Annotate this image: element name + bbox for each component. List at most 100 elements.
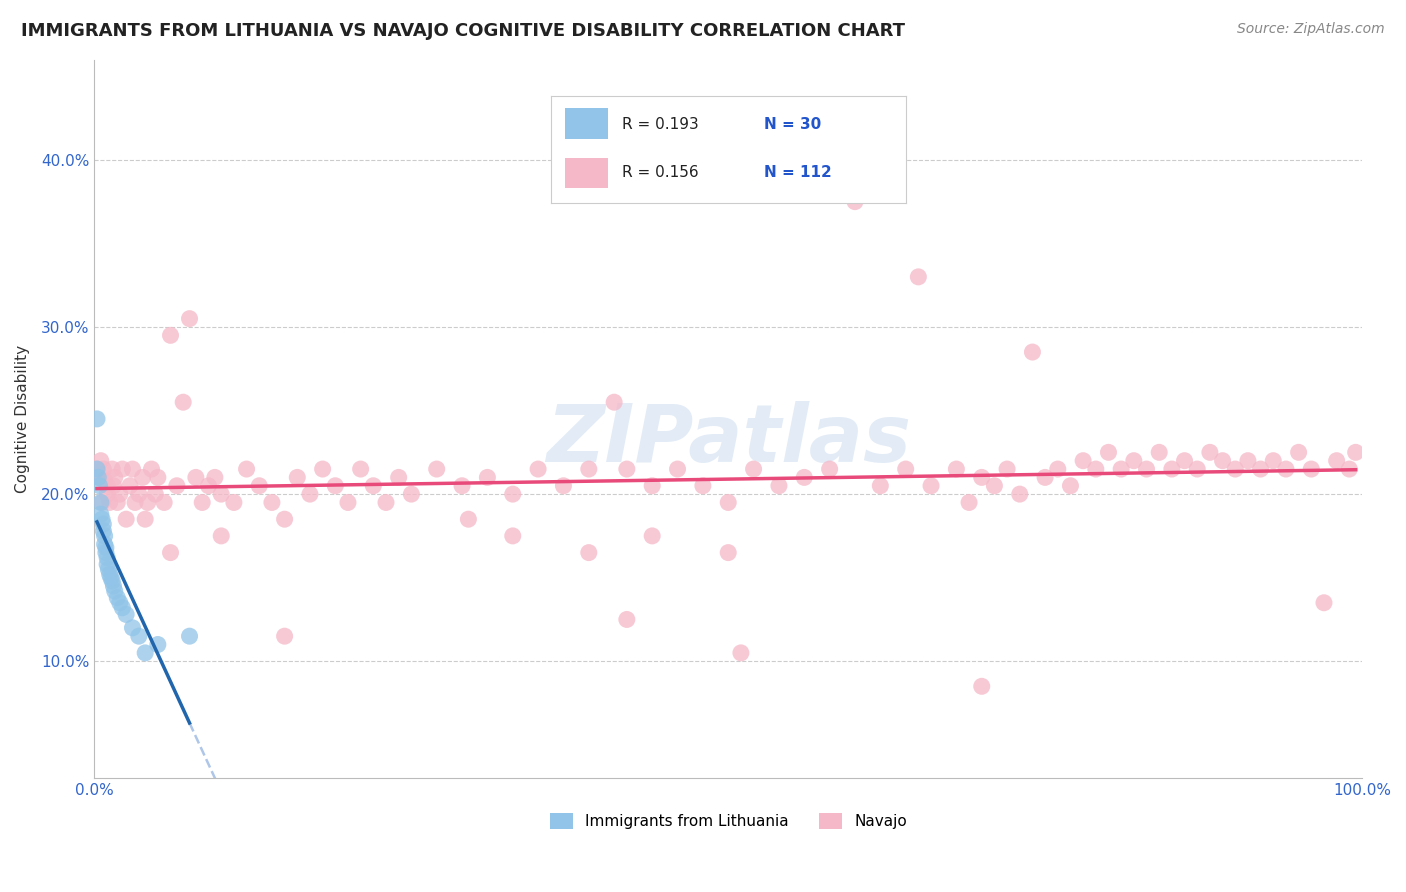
Point bbox=[995, 462, 1018, 476]
Text: ZIPatlas: ZIPatlas bbox=[546, 401, 911, 480]
Y-axis label: Cognitive Disability: Cognitive Disability bbox=[15, 345, 30, 493]
Point bbox=[93, 529, 115, 543]
Point bbox=[159, 546, 181, 560]
Point bbox=[1263, 453, 1285, 467]
Point bbox=[105, 591, 128, 605]
Point bbox=[124, 495, 146, 509]
Point bbox=[128, 629, 150, 643]
Point bbox=[96, 550, 118, 565]
Point bbox=[101, 462, 124, 476]
Point bbox=[616, 462, 638, 476]
Point bbox=[957, 495, 980, 509]
Point bbox=[91, 512, 114, 526]
Point bbox=[717, 546, 740, 560]
Point bbox=[179, 311, 201, 326]
Point bbox=[159, 328, 181, 343]
Point bbox=[578, 546, 600, 560]
Text: IMMIGRANTS FROM LITHUANIA VS NAVAJO COGNITIVE DISABILITY CORRELATION CHART: IMMIGRANTS FROM LITHUANIA VS NAVAJO COGN… bbox=[21, 22, 905, 40]
Point bbox=[1225, 462, 1247, 476]
Point bbox=[97, 562, 120, 576]
Point bbox=[793, 470, 815, 484]
Point bbox=[260, 495, 283, 509]
Point bbox=[121, 621, 143, 635]
Point bbox=[235, 462, 257, 476]
Point bbox=[108, 487, 131, 501]
Point bbox=[285, 470, 308, 484]
Point bbox=[184, 470, 207, 484]
Point bbox=[209, 529, 232, 543]
Point bbox=[818, 462, 841, 476]
Point bbox=[111, 600, 134, 615]
Point bbox=[1147, 445, 1170, 459]
Point bbox=[96, 479, 118, 493]
Point bbox=[86, 412, 108, 426]
Point bbox=[616, 612, 638, 626]
Point bbox=[98, 495, 121, 509]
Point bbox=[375, 495, 398, 509]
Point bbox=[247, 479, 270, 493]
Point bbox=[94, 546, 117, 560]
Point bbox=[94, 541, 117, 555]
Point bbox=[104, 584, 127, 599]
Point bbox=[641, 479, 664, 493]
Point bbox=[209, 487, 232, 501]
Point bbox=[350, 462, 373, 476]
Point bbox=[983, 479, 1005, 493]
Point bbox=[90, 495, 112, 509]
Point bbox=[103, 579, 125, 593]
Point bbox=[426, 462, 449, 476]
Point bbox=[103, 479, 125, 493]
Point bbox=[93, 517, 115, 532]
Point bbox=[907, 269, 929, 284]
Point bbox=[1301, 462, 1323, 476]
Point bbox=[363, 479, 385, 493]
Point bbox=[717, 495, 740, 509]
Point bbox=[730, 646, 752, 660]
Point bbox=[692, 479, 714, 493]
Point bbox=[118, 479, 141, 493]
Point bbox=[179, 629, 201, 643]
Point bbox=[1160, 462, 1182, 476]
Point bbox=[336, 495, 359, 509]
Point bbox=[1275, 462, 1298, 476]
Point bbox=[89, 479, 111, 493]
Point bbox=[869, 479, 891, 493]
Point bbox=[172, 395, 194, 409]
Point bbox=[96, 558, 118, 572]
Point bbox=[945, 462, 967, 476]
Point bbox=[311, 462, 333, 476]
Point bbox=[100, 571, 122, 585]
Point bbox=[1046, 462, 1069, 476]
Point bbox=[86, 462, 108, 476]
Point bbox=[111, 462, 134, 476]
Point bbox=[143, 487, 166, 501]
Point bbox=[1173, 453, 1195, 467]
Point bbox=[108, 596, 131, 610]
Point bbox=[128, 487, 150, 501]
Point bbox=[134, 512, 156, 526]
Point bbox=[87, 470, 110, 484]
Point bbox=[98, 567, 121, 582]
Point bbox=[1313, 596, 1336, 610]
Point bbox=[197, 479, 219, 493]
Point bbox=[91, 495, 114, 509]
Point bbox=[131, 470, 153, 484]
Point bbox=[1033, 470, 1056, 484]
Point bbox=[141, 462, 163, 476]
Point bbox=[93, 462, 115, 476]
Point bbox=[666, 462, 689, 476]
Point bbox=[1250, 462, 1272, 476]
Point bbox=[1021, 345, 1043, 359]
Text: Source: ZipAtlas.com: Source: ZipAtlas.com bbox=[1237, 22, 1385, 37]
Point bbox=[1212, 453, 1234, 467]
Point bbox=[146, 638, 169, 652]
Point bbox=[136, 495, 159, 509]
Point bbox=[477, 470, 499, 484]
Point bbox=[894, 462, 917, 476]
Point bbox=[1187, 462, 1209, 476]
Point bbox=[166, 479, 188, 493]
Point bbox=[89, 470, 111, 484]
Point bbox=[578, 462, 600, 476]
Point bbox=[104, 470, 127, 484]
Point bbox=[1326, 453, 1348, 467]
